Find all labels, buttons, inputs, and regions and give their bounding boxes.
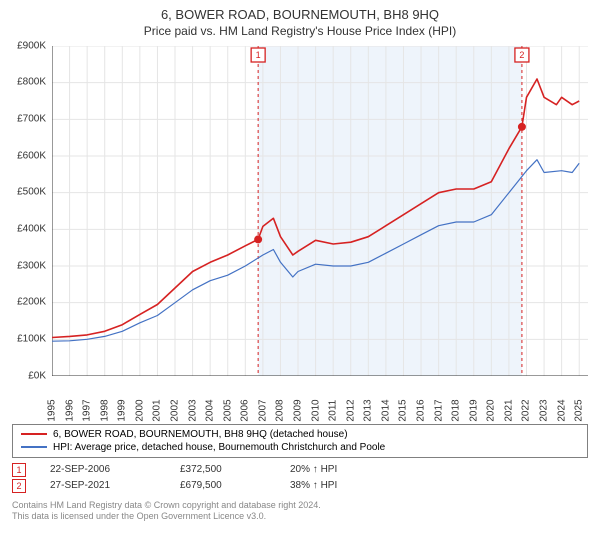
footer-line-1: Contains HM Land Registry data © Crown c… <box>12 500 592 512</box>
x-tick-label: 2012 <box>345 399 356 421</box>
y-tick-label: £400K <box>17 223 46 234</box>
y-tick-label: £200K <box>17 297 46 308</box>
y-axis: £0K£100K£200K£300K£400K£500K£600K£700K£8… <box>8 46 48 376</box>
x-tick-label: 2007 <box>257 399 268 421</box>
marker-price: £679,500 <box>180 480 290 491</box>
x-tick-label: 2023 <box>539 399 550 421</box>
y-tick-label: £800K <box>17 77 46 88</box>
x-tick-label: 2020 <box>486 399 497 421</box>
legend-label: 6, BOWER ROAD, BOURNEMOUTH, BH8 9HQ (det… <box>53 429 348 440</box>
chart-area: £0K £100K £200K £300K £400K £500K £600K £700K £8… <box>8 42 592 422</box>
legend: 6, BOWER ROAD, BOURNEMOUTH, BH8 9HQ (det… <box>12 424 588 458</box>
x-tick-label: 2005 <box>222 399 233 421</box>
marker-badge: 1 <box>12 463 26 477</box>
marker-date: 27-SEP-2021 <box>50 480 180 491</box>
x-tick-label: 2009 <box>293 399 304 421</box>
x-tick-label: 1996 <box>64 399 75 421</box>
y-tick-label: £300K <box>17 260 46 271</box>
legend-label: HPI: Average price, detached house, Bour… <box>53 442 385 453</box>
marker-table: 1 22-SEP-2006£372,50020% ↑ HPI 2 27-SEP-202… <box>12 462 592 494</box>
x-tick-label: 2010 <box>310 399 321 421</box>
svg-text:2: 2 <box>519 50 524 60</box>
marker-delta: 38% ↑ HPI <box>290 480 410 491</box>
y-tick-label: £0K <box>28 370 46 381</box>
chart-title: 6, BOWER ROAD, BOURNEMOUTH, BH8 9HQ <box>8 6 592 24</box>
footer-line-2: This data is licensed under the Open Gov… <box>12 511 592 523</box>
legend-item: HPI: Average price, detached house, Bour… <box>21 441 579 454</box>
legend-item: 6, BOWER ROAD, BOURNEMOUTH, BH8 9HQ (det… <box>21 428 579 441</box>
x-tick-label: 2000 <box>134 399 145 421</box>
y-tick-label: £100K <box>17 333 46 344</box>
x-tick-label: 2003 <box>187 399 198 421</box>
x-tick-label: 2021 <box>503 399 514 421</box>
legend-swatch <box>21 446 47 448</box>
x-tick-label: 2016 <box>416 399 427 421</box>
x-tick-label: 2015 <box>398 399 409 421</box>
marker-badge: 2 <box>12 479 26 493</box>
plot: 12 <box>52 46 588 376</box>
y-tick-label: £700K <box>17 113 46 124</box>
marker-row: 2 27-SEP-2021£679,50038% ↑ HPI <box>12 478 592 494</box>
x-tick-label: 1997 <box>82 399 93 421</box>
footer-attribution: Contains HM Land Registry data © Crown c… <box>12 500 592 523</box>
y-tick-label: £500K <box>17 187 46 198</box>
chart-subtitle: Price paid vs. HM Land Registry's House … <box>8 24 592 38</box>
x-tick-label: 2002 <box>170 399 181 421</box>
marker-row: 1 22-SEP-2006£372,50020% ↑ HPI <box>12 462 592 478</box>
svg-text:1: 1 <box>256 50 261 60</box>
x-axis: 1995199619971998199920002001200220032004… <box>52 378 588 422</box>
x-tick-label: 1995 <box>47 399 58 421</box>
x-tick-label: 2025 <box>574 399 585 421</box>
legend-swatch <box>21 433 47 435</box>
x-tick-label: 1998 <box>99 399 110 421</box>
marker-delta: 20% ↑ HPI <box>290 464 410 475</box>
x-tick-label: 2008 <box>275 399 286 421</box>
x-tick-label: 1999 <box>117 399 128 421</box>
marker-date: 22-SEP-2006 <box>50 464 180 475</box>
x-tick-label: 2011 <box>328 399 339 421</box>
y-tick-label: £900K <box>17 40 46 51</box>
x-tick-label: 2019 <box>468 399 479 421</box>
x-tick-label: 2006 <box>240 399 251 421</box>
marker-price: £372,500 <box>180 464 290 475</box>
x-tick-label: 2004 <box>205 399 216 421</box>
x-tick-label: 2014 <box>380 399 391 421</box>
x-tick-label: 2022 <box>521 399 532 421</box>
x-tick-label: 2018 <box>451 399 462 421</box>
x-tick-label: 2001 <box>152 399 163 421</box>
x-tick-label: 2017 <box>433 399 444 421</box>
x-tick-label: 2013 <box>363 399 374 421</box>
x-tick-label: 2024 <box>556 399 567 421</box>
y-tick-label: £600K <box>17 150 46 161</box>
